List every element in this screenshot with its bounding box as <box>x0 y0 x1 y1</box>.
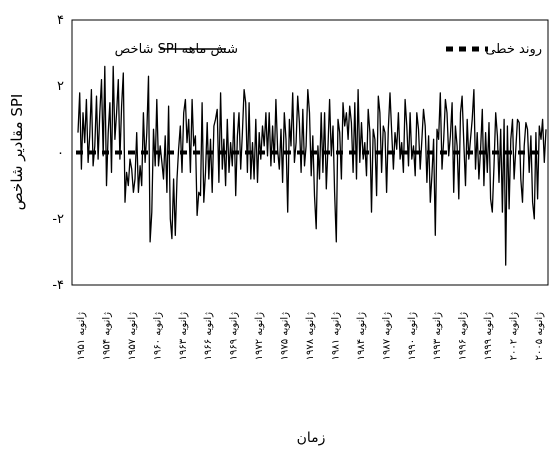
x-tick-label: ژانویه ۱۹۷۲ <box>254 312 265 361</box>
x-tick-label: ژانویه ۱۹۶۳ <box>178 312 189 361</box>
legend-label-trend: روند خطی <box>485 42 542 57</box>
y-tick-label: ۴ <box>57 13 64 28</box>
x-tick-label: ژانویه ۲۰۰۵ <box>534 312 545 361</box>
x-tick-label: ژانویه ۱۹۹۳ <box>432 312 443 361</box>
series-group <box>76 65 547 266</box>
x-axis-title: زمان <box>297 430 326 446</box>
y-axis-title: مقادیر شاخص SPI <box>8 94 26 211</box>
x-tick-label: ژانویه ۱۹۶۹ <box>229 312 240 361</box>
x-tick-label: ژانویه ۱۹۸۴ <box>356 312 367 361</box>
x-tick-label: ژانویه ۱۹۶۶ <box>203 312 214 361</box>
x-category-labels: ژانویه ۱۹۵۱ ژانویه ۱۹۵۴ ژانویه ۱۹۵۷ ژانویه … <box>76 312 545 361</box>
x-tick-label: ژانویه ۱۹۵۷ <box>127 312 138 361</box>
x-tick-label: ژانویه ۱۹۷۸ <box>305 312 316 361</box>
legend: شاخص SPI شش ماهه روند خطی <box>115 42 542 57</box>
x-tick-label: ژانویه ۲۰۰۲ <box>509 312 520 361</box>
x-tick-label: ژانویه ۱۹۵۴ <box>101 312 112 361</box>
y-tick-label: -۴ <box>52 278 64 293</box>
x-tick-label: ژانویه ۱۹۸۱ <box>330 312 341 361</box>
y-tick-label: ۰ <box>57 146 64 161</box>
y-tick-label: ۲ <box>57 79 64 94</box>
series-line-spi <box>77 65 547 266</box>
x-tick-label: ژانویه ۱۹۹۶ <box>458 312 469 361</box>
x-tick-label: ژانویه ۱۹۷۵ <box>280 312 291 361</box>
x-tick-label: ژانویه ۱۹۹۹ <box>483 312 494 361</box>
y-tick-label: -۲ <box>52 212 64 227</box>
x-tick-label: ژانویه ۱۹۸۷ <box>381 312 392 361</box>
x-tick-label: ژانویه ۱۹۵۱ <box>76 312 87 361</box>
x-tick-label: ژانویه ۱۹۶۰ <box>152 312 163 361</box>
x-tick-label: ژانویه ۱۹۹۰ <box>407 312 418 361</box>
y-tick-labels: ۴ ۲ ۰ -۲ -۴ <box>52 13 64 293</box>
